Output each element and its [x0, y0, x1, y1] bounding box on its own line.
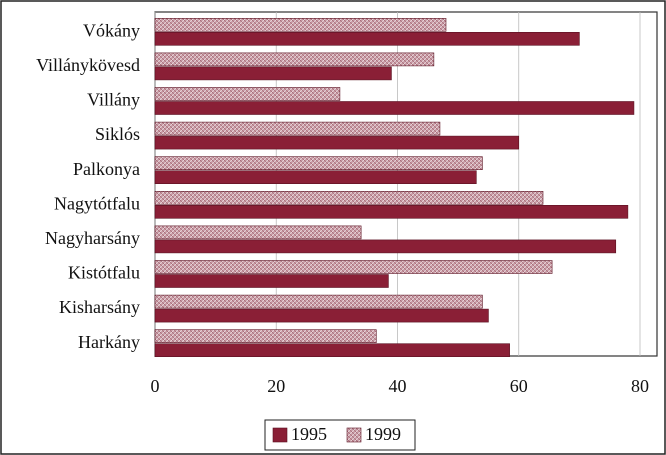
bar — [154, 329, 377, 344]
legend-label: 1999 — [365, 424, 401, 444]
bar — [154, 170, 477, 184]
y-tick-label: Palkonya — [73, 159, 140, 179]
bar — [154, 343, 510, 358]
bar — [154, 66, 392, 81]
y-tick-label: Vókány — [83, 20, 140, 40]
x-tick-label: 0 — [151, 376, 160, 396]
bar — [154, 156, 483, 170]
y-tick-label: Nagytótfalu — [54, 193, 140, 213]
x-tick-label: 20 — [267, 376, 285, 396]
legend-box — [264, 419, 416, 451]
bar — [154, 205, 629, 219]
bar — [154, 191, 544, 205]
y-tick-label: Nagyharsány — [45, 228, 140, 248]
x-tick-label: 40 — [389, 376, 407, 396]
y-tick-label: Villánykövesd — [36, 55, 140, 75]
bar — [154, 121, 441, 136]
y-tick-label: Harkány — [78, 332, 140, 352]
bar — [154, 87, 341, 101]
y-tick-label: Villány — [87, 90, 140, 110]
bar — [154, 239, 617, 254]
y-tick-label: Kisharsány — [59, 297, 140, 317]
bar — [154, 274, 389, 288]
bar — [154, 135, 520, 150]
bar — [154, 31, 580, 46]
x-tick-label: 80 — [631, 376, 649, 396]
x-tick-label: 60 — [510, 376, 528, 396]
y-tick-label: Siklós — [95, 124, 140, 144]
bar — [154, 260, 553, 274]
bar — [154, 308, 489, 323]
legend-swatch — [346, 427, 362, 443]
legend-swatch — [272, 427, 288, 443]
bar — [154, 225, 362, 240]
legend-label: 1995 — [291, 424, 327, 444]
bar — [154, 17, 447, 32]
y-tick-label: Kistótfalu — [68, 263, 140, 283]
bar — [154, 101, 635, 115]
bar — [154, 52, 435, 67]
bar — [154, 294, 483, 309]
